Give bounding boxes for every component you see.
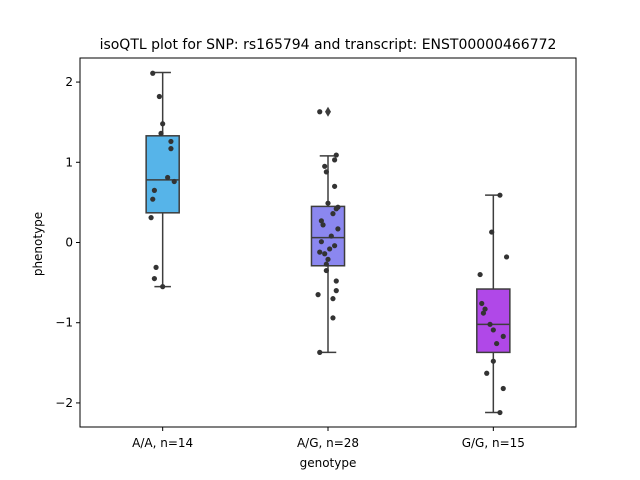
data-point xyxy=(150,70,156,76)
data-point xyxy=(327,246,333,252)
box-group xyxy=(476,194,511,414)
data-point xyxy=(168,138,174,145)
x-tick-label: A/G, n=28 xyxy=(297,436,359,450)
data-point xyxy=(332,243,338,249)
data-point xyxy=(328,233,334,239)
plot-area xyxy=(145,70,511,416)
data-point xyxy=(168,146,174,152)
y-tick-label: −1 xyxy=(55,316,73,330)
data-point xyxy=(500,333,506,339)
data-point xyxy=(318,218,324,224)
data-point xyxy=(171,178,177,185)
data-point xyxy=(503,254,510,260)
x-axis-label: genotype xyxy=(300,456,357,470)
data-point xyxy=(330,315,336,321)
data-point xyxy=(317,249,323,255)
data-point xyxy=(497,192,503,198)
y-tick-label: −2 xyxy=(55,396,73,410)
data-point xyxy=(480,310,487,316)
data-point xyxy=(153,264,159,270)
data-point xyxy=(482,306,488,312)
data-point xyxy=(333,288,339,294)
box xyxy=(476,288,511,354)
data-point xyxy=(317,349,323,355)
box xyxy=(145,135,180,214)
x-tick-label: A/A, n=14 xyxy=(132,436,193,450)
x-tick-label: G/G, n=15 xyxy=(462,436,525,450)
y-tick-label: 2 xyxy=(65,75,73,89)
data-point xyxy=(497,409,503,416)
x-axis: A/A, n=14 A/G, n=28 G/G, n=15 xyxy=(132,427,525,450)
data-point xyxy=(151,187,157,193)
y-axis-label: phenotype xyxy=(31,212,45,276)
data-point xyxy=(318,239,324,245)
data-point xyxy=(317,109,323,115)
data-point xyxy=(150,196,156,202)
data-point xyxy=(335,226,341,232)
data-point xyxy=(322,163,328,169)
data-point xyxy=(490,327,496,333)
data-point xyxy=(158,130,164,137)
data-point xyxy=(151,275,157,282)
data-point xyxy=(333,206,339,212)
chart-title: isoQTL plot for SNP: rs165794 and transc… xyxy=(100,37,557,53)
data-point xyxy=(165,174,171,181)
data-point xyxy=(323,169,329,175)
data-point xyxy=(320,222,326,228)
y-axis: 2 1 0 −1 −2 xyxy=(55,75,80,410)
data-point xyxy=(315,292,321,298)
data-point xyxy=(148,215,154,221)
outlier-marker xyxy=(325,106,331,117)
data-point xyxy=(332,157,338,163)
data-point xyxy=(484,370,490,376)
data-point xyxy=(477,271,483,278)
data-point xyxy=(479,300,485,307)
data-point xyxy=(323,267,329,274)
data-point xyxy=(325,256,331,262)
data-point xyxy=(490,358,496,364)
data-point xyxy=(160,284,166,290)
data-point xyxy=(489,229,495,235)
data-point xyxy=(322,251,328,257)
data-point xyxy=(333,278,339,284)
data-point xyxy=(330,211,336,217)
data-point xyxy=(323,261,329,267)
data-point xyxy=(500,385,506,392)
data-point xyxy=(325,200,331,206)
data-point xyxy=(487,321,493,327)
y-tick-label: 0 xyxy=(65,236,73,250)
data-point xyxy=(330,296,336,302)
data-point xyxy=(494,340,500,347)
data-point xyxy=(332,183,338,189)
data-point xyxy=(333,152,339,158)
data-point xyxy=(156,93,162,100)
data-point xyxy=(160,121,166,127)
y-tick-label: 1 xyxy=(65,155,73,169)
